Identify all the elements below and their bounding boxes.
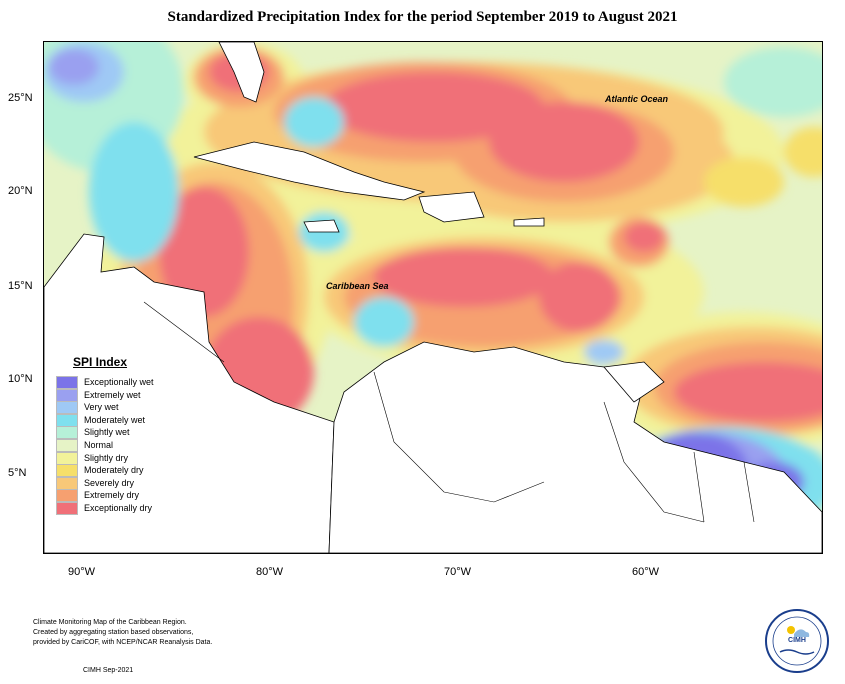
caribbean-sea-label: Caribbean Sea (326, 281, 389, 291)
legend-label: Extremely dry (84, 490, 140, 501)
legend-item: Extremely wet (56, 388, 166, 402)
legend-item: Severely dry (56, 476, 166, 490)
legend-swatch (56, 489, 78, 503)
legend-swatch (56, 376, 78, 389)
spi-map (43, 41, 823, 554)
legend-item: Moderately dry (56, 464, 166, 478)
lat-label-15n: 15°N (8, 280, 33, 292)
legend-item: Exceptionally wet (56, 376, 166, 389)
cimh-logo: CIMH (764, 608, 830, 674)
map-title: Standardized Precipitation Index for the… (167, 9, 678, 25)
legend-title: SPI Index (73, 355, 128, 369)
legend-swatch (56, 502, 78, 515)
legend-swatch (56, 401, 78, 415)
legend-swatch (56, 388, 78, 402)
footnote: Climate Monitoring Map of the Caribbean … (33, 618, 253, 648)
legend-item: Slightly wet (56, 426, 166, 440)
lat-label-25n: 25°N (8, 92, 33, 104)
lon-label-60w: 60°W (632, 566, 660, 578)
legend-label: Moderately dry (84, 465, 144, 476)
footnote-line-1: Climate Monitoring Map of the Caribbean … (33, 619, 187, 626)
lon-label-80w: 80°W (256, 566, 284, 578)
lat-label-20n: 20°N (8, 185, 33, 197)
legend-swatch (56, 413, 78, 427)
lat-label-5n: 5°N (8, 467, 27, 479)
legend-label: Extremely wet (84, 389, 141, 400)
credit: CIMH Sep-2021 (83, 667, 134, 674)
land-masses (44, 42, 822, 553)
atlantic-ocean-label: Atlantic Ocean (605, 94, 669, 104)
legend-label: Normal (84, 440, 114, 450)
legend-swatch (56, 476, 78, 490)
legend-item: Very wet (56, 401, 166, 415)
cimh-logo-graphic (765, 609, 829, 673)
spi-map-canvas (44, 42, 822, 553)
legend-label: Slightly dry (84, 452, 129, 463)
footnote-line-3: provided by CariCOF, with NCEP/NCAR Rean… (33, 639, 213, 646)
legend-swatch (56, 439, 78, 452)
lat-label-10n: 10°N (8, 373, 33, 385)
legend-item: Slightly dry (56, 451, 166, 465)
legend-item: Normal (56, 439, 166, 452)
legend-swatch (56, 464, 78, 478)
footnote-line-2: Created by aggregating station based obs… (33, 629, 194, 636)
legend-label: Severely dry (84, 477, 135, 488)
legend-label: Moderately wet (84, 414, 146, 425)
legend-label: Exceptionally wet (84, 377, 154, 387)
legend-label: Exceptionally dry (84, 503, 153, 513)
legend-item: Extremely dry (56, 489, 166, 503)
legend-item: Exceptionally dry (56, 502, 166, 515)
borders (143, 301, 755, 523)
legend-label: Very wet (84, 402, 119, 413)
lon-label-90w: 90°W (68, 566, 96, 578)
lon-label-70w: 70°W (444, 566, 472, 578)
cimh-logo-text: CIMH (788, 637, 806, 644)
legend-swatch (56, 451, 78, 465)
legend-label: Slightly wet (84, 427, 130, 438)
legend-item: Moderately wet (56, 413, 166, 427)
legend-swatch (56, 426, 78, 440)
